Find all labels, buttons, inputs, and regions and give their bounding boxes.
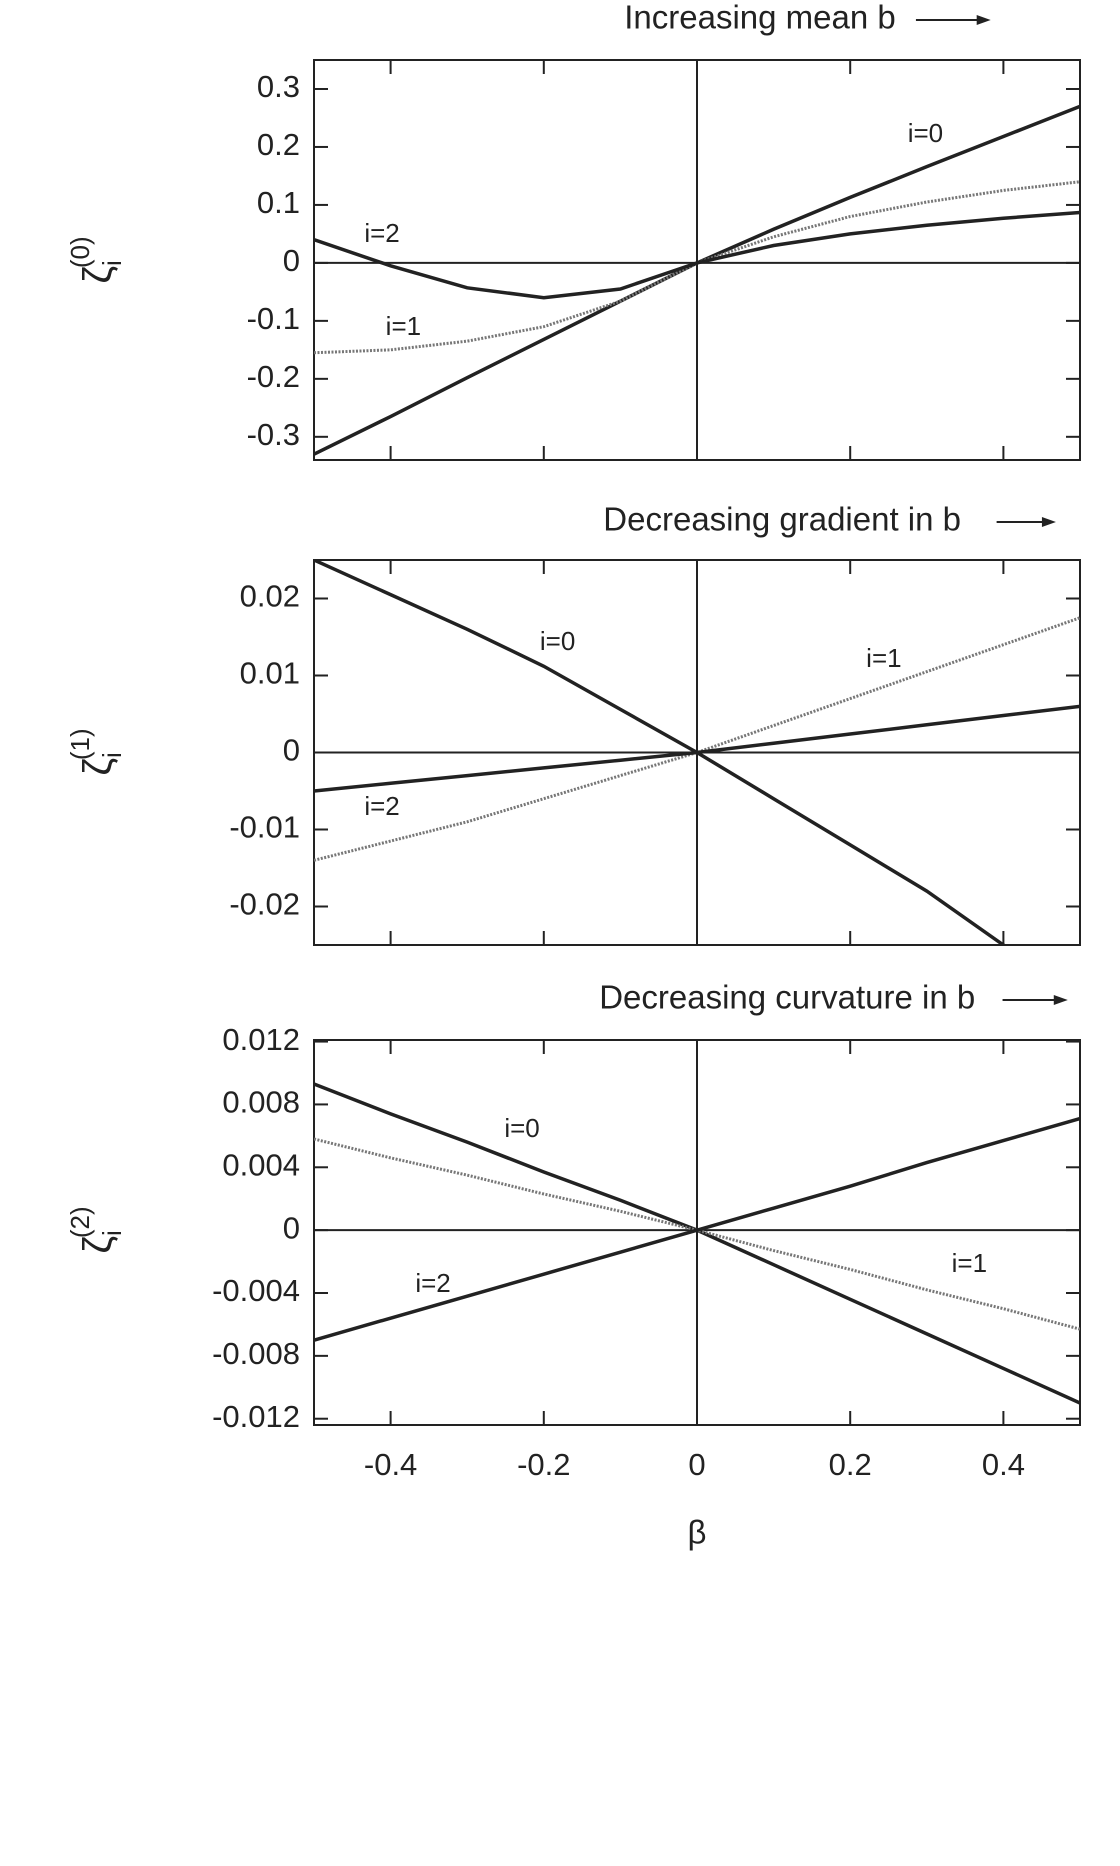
y-tick-label: -0.004 — [212, 1273, 300, 1308]
y-tick-label: -0.3 — [247, 417, 300, 452]
series-label: i=0 — [540, 626, 575, 656]
y-tick-label: 0.004 — [222, 1147, 300, 1182]
y-axis-label: ζi(1) — [65, 728, 127, 775]
series-label: i=2 — [364, 791, 399, 821]
panel-title: Increasing mean b — [624, 0, 896, 36]
y-tick-label: 0.3 — [257, 69, 300, 104]
series-label: i=0 — [504, 1113, 539, 1143]
y-axis-label: ζi(2) — [65, 1206, 127, 1253]
y-label-sub: i — [97, 752, 127, 758]
series-label: i=1 — [386, 311, 421, 341]
series-label: i=1 — [952, 1248, 987, 1278]
y-label-symbol: ζ — [76, 1236, 120, 1254]
y-label-sup: (0) — [65, 236, 95, 268]
y-tick-label: 0 — [283, 243, 300, 278]
series-line — [314, 1116, 1080, 1342]
plot-area — [314, 560, 1080, 945]
y-label-sup: (1) — [65, 728, 95, 760]
series-line — [314, 704, 1080, 793]
title-arrowhead — [976, 15, 991, 25]
y-tick-label: -0.02 — [229, 887, 300, 922]
series-line — [314, 210, 1080, 300]
x-tick-label: 0 — [688, 1447, 705, 1482]
y-label-symbol: ζ — [76, 266, 120, 284]
y-label-symbol: ζ — [76, 758, 120, 776]
y-label-sub: i — [97, 260, 127, 266]
y-label-sup: (2) — [65, 1206, 95, 1238]
y-tick-label: -0.1 — [247, 301, 300, 336]
y-tick-label: 0.01 — [240, 656, 300, 691]
y-tick-label: 0 — [283, 1210, 300, 1245]
panel-title: Decreasing curvature in b — [599, 979, 975, 1016]
y-tick-label: 0.1 — [257, 185, 300, 220]
y-tick-label: 0.012 — [222, 1022, 300, 1057]
series-label: i=2 — [364, 218, 399, 248]
series-label: i=2 — [415, 1268, 450, 1298]
title-arrowhead — [1053, 995, 1068, 1005]
x-tick-label: -0.2 — [517, 1447, 570, 1482]
x-axis-label: β — [688, 1514, 707, 1551]
y-tick-label: 0.02 — [240, 579, 300, 614]
plot-area — [314, 104, 1080, 456]
y-axis-label: ζi(0) — [65, 236, 127, 283]
series-line — [314, 180, 1080, 355]
series-label: i=1 — [866, 643, 901, 673]
series-label: i=0 — [908, 118, 943, 148]
y-tick-label: -0.2 — [247, 359, 300, 394]
y-tick-label: -0.008 — [212, 1336, 300, 1371]
y-tick-label: 0.2 — [257, 127, 300, 162]
x-tick-label: 0.4 — [982, 1447, 1025, 1482]
plot-area — [314, 1082, 1080, 1405]
y-label-sub: i — [97, 1230, 127, 1236]
series-line — [314, 616, 1080, 862]
panel-title: Decreasing gradient in b — [603, 501, 961, 538]
y-tick-label: -0.012 — [212, 1399, 300, 1434]
y-tick-label: 0 — [283, 733, 300, 768]
x-tick-label: 0.2 — [829, 1447, 872, 1482]
y-tick-label: -0.01 — [229, 810, 300, 845]
title-arrowhead — [1041, 517, 1056, 527]
x-tick-label: -0.4 — [364, 1447, 417, 1482]
y-tick-label: 0.008 — [222, 1085, 300, 1120]
